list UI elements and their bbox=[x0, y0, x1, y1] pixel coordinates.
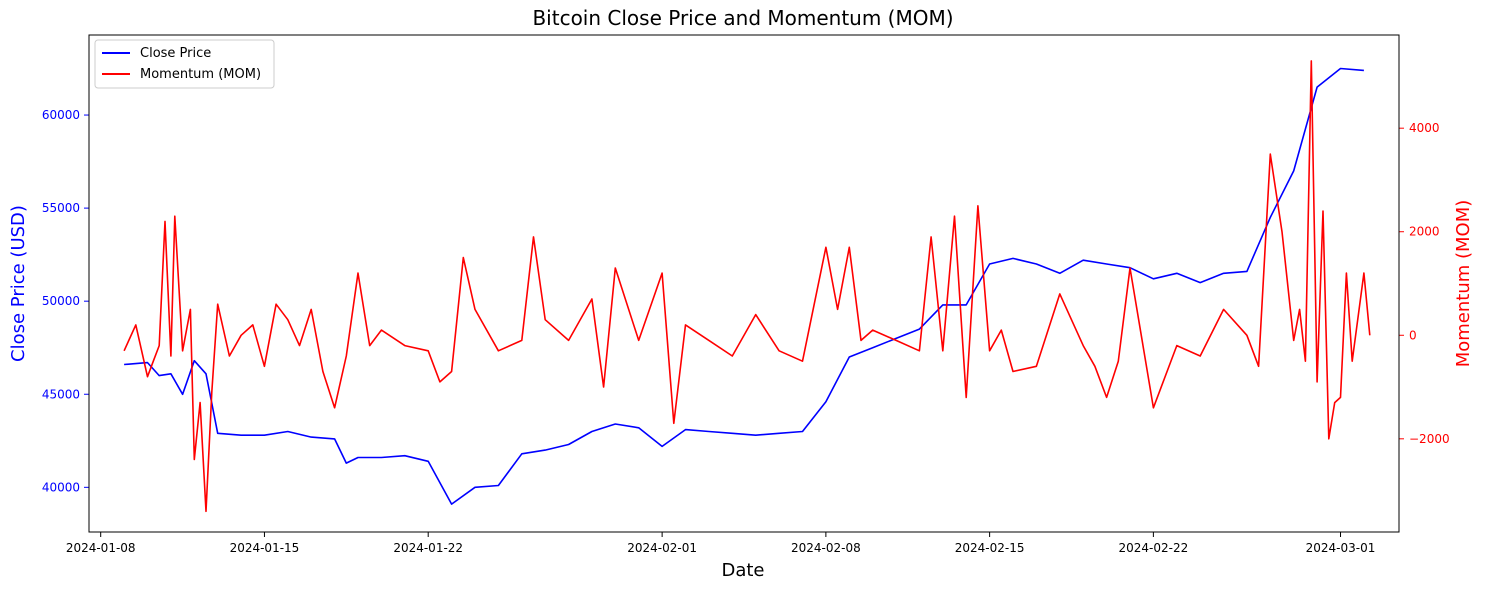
series-line-momentum bbox=[123, 60, 1371, 513]
x-tick-label: 2024-02-01 bbox=[627, 541, 697, 555]
x-tick-label: 2024-02-08 bbox=[791, 541, 861, 555]
axes: 2024-01-08 2024-01-15 2024-01-22 2024-02-01… bbox=[42, 108, 1450, 555]
y-right-tick-label: 0 bbox=[1409, 328, 1417, 342]
legend-label-close: Close Price bbox=[140, 46, 211, 61]
plot-frame bbox=[88, 34, 1400, 533]
y-left-tick-label: 60000 bbox=[42, 108, 80, 122]
x-axis-label: Date bbox=[721, 560, 764, 581]
y-right-tick-label: 4000 bbox=[1409, 121, 1440, 135]
y-axis-label-right: Momentum (MOM) bbox=[1453, 200, 1474, 368]
chart-title: Bitcoin Close Price and Momentum (MOM) bbox=[532, 6, 953, 30]
x-tick-label: 2024-01-15 bbox=[230, 541, 300, 555]
x-tick-label: 2024-01-22 bbox=[393, 541, 463, 555]
x-tick-label: 2024-02-15 bbox=[955, 541, 1025, 555]
series-line-close-price bbox=[124, 67, 1364, 505]
legend-label-mom: Momentum (MOM) bbox=[140, 67, 261, 82]
x-tick-label: 2024-02-22 bbox=[1119, 541, 1189, 555]
legend: Close Price Momentum (MOM) bbox=[94, 39, 275, 89]
y-right-tick-label: −2000 bbox=[1409, 432, 1450, 446]
y-left-tick-label: 50000 bbox=[42, 294, 80, 308]
plot-lines bbox=[123, 60, 1371, 513]
legend-box bbox=[94, 39, 275, 89]
x-tick-label: 2024-03-01 bbox=[1306, 541, 1376, 555]
y-left-tick-label: 40000 bbox=[42, 480, 80, 494]
x-tick-label: 2024-01-08 bbox=[66, 541, 136, 555]
y-axis-label-left: Close Price (USD) bbox=[8, 205, 29, 362]
y-left-tick-label: 45000 bbox=[42, 387, 80, 401]
y-left-tick-label: 55000 bbox=[42, 201, 80, 215]
y-right-tick-label: 2000 bbox=[1409, 225, 1440, 239]
